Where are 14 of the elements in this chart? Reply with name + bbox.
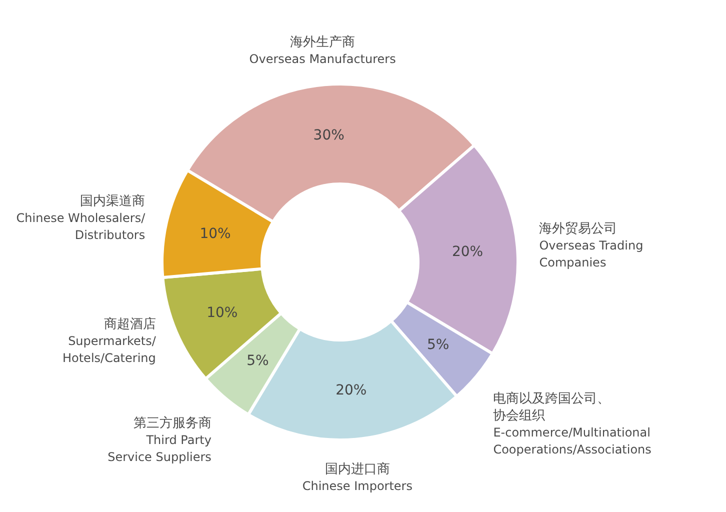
data-label: 10% <box>200 226 231 242</box>
data-label: 20% <box>336 382 367 398</box>
data-label: 5% <box>246 353 269 370</box>
slice-label: 电商以及跨国公司、协会组织 E-commerce/Multinational Cooperations/Associations <box>493 392 652 457</box>
slice-label: 海外贸易公司 Overseas Trading Companies <box>539 222 644 270</box>
slice-label: 海外生产商 Overseas Manufacturers <box>249 34 396 66</box>
slice-label: 第三方服务商 Third Party Service Suppliers <box>108 415 212 464</box>
data-label: 20% <box>452 244 484 260</box>
slice-label: 商超酒店 Supermarkets/ Hotels/Catering <box>62 316 157 366</box>
slice-label: 国内渠道商 Chinese Wholesalers/ Distributors <box>16 194 146 242</box>
data-label: 10% <box>206 304 238 321</box>
data-label: 30% <box>313 127 344 144</box>
data-label: 5% <box>426 337 450 354</box>
slice-label: 国内进口商 Chinese Importers <box>302 462 413 494</box>
